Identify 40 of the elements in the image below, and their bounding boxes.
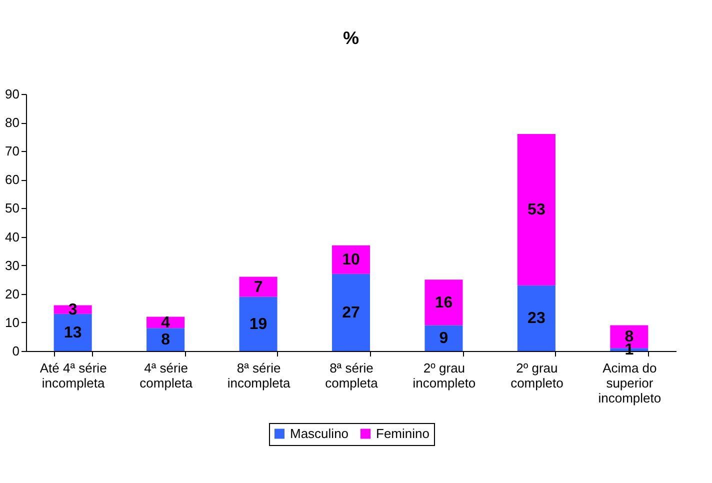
bar xyxy=(239,296,278,351)
x-tick-label: 8ª série completa xyxy=(325,360,379,390)
data-label: 27 xyxy=(342,304,360,322)
x-tick-label: 2º grau incompleto xyxy=(412,360,476,390)
bar xyxy=(54,314,92,351)
bar xyxy=(517,285,556,351)
data-label: 53 xyxy=(528,202,546,219)
chart-title: % xyxy=(342,28,360,48)
legend-label: Masculino xyxy=(290,426,349,441)
x-tick-label: 2º grau completo xyxy=(510,360,564,390)
y-tick-label: 0 xyxy=(12,344,20,358)
bar xyxy=(517,134,556,286)
y-tick-label: 80 xyxy=(5,115,20,130)
y-tick-label: 10 xyxy=(5,314,20,330)
data-label: 4 xyxy=(161,314,170,332)
data-label: 9 xyxy=(439,330,448,348)
x-tick-label: Acima do superior incompleto xyxy=(598,360,662,406)
x-tick-label: Até 4ª série incompleta xyxy=(40,360,107,390)
data-label: 13 xyxy=(64,324,82,342)
data-label: 8 xyxy=(161,332,170,349)
data-label: 19 xyxy=(249,316,268,333)
y-tick-label: 90 xyxy=(5,86,20,102)
bar xyxy=(146,328,185,351)
bar xyxy=(424,325,463,351)
data-label: 7 xyxy=(254,278,263,296)
y-tick-label: 20 xyxy=(5,286,20,302)
data-label: 10 xyxy=(342,252,360,269)
data-label: 16 xyxy=(434,294,453,312)
y-tick-label: 40 xyxy=(5,229,20,244)
legend-label: Feminino xyxy=(376,426,430,441)
y-tick-label: 50 xyxy=(5,200,20,216)
y-tick-label: 30 xyxy=(5,258,20,273)
data-label: 23 xyxy=(528,310,546,328)
bar xyxy=(424,280,463,326)
x-tick-label: 4ª série completa xyxy=(140,360,194,390)
x-tick-label: 8ª série incompleta xyxy=(227,360,291,390)
bar xyxy=(332,274,370,351)
y-tick-label: 70 xyxy=(5,144,20,159)
y-tick-label: 60 xyxy=(5,172,20,188)
bar xyxy=(239,276,278,297)
